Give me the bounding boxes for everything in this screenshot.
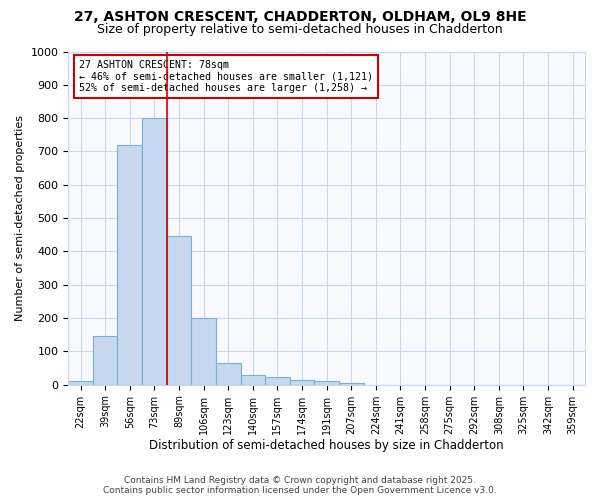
X-axis label: Distribution of semi-detached houses by size in Chadderton: Distribution of semi-detached houses by … [149, 440, 504, 452]
Bar [216, 363, 241, 384]
Bar [290, 380, 314, 384]
Text: 27, ASHTON CRESCENT, CHADDERTON, OLDHAM, OL9 8HE: 27, ASHTON CRESCENT, CHADDERTON, OLDHAM,… [74, 10, 526, 24]
Bar [93, 336, 118, 384]
Bar [314, 382, 339, 384]
Bar [118, 145, 142, 384]
Text: 27 ASHTON CRESCENT: 78sqm
← 46% of semi-detached houses are smaller (1,121)
52% : 27 ASHTON CRESCENT: 78sqm ← 46% of semi-… [79, 60, 373, 93]
Bar [191, 318, 216, 384]
Y-axis label: Number of semi-detached properties: Number of semi-detached properties [15, 115, 25, 321]
Bar [265, 378, 290, 384]
Text: Size of property relative to semi-detached houses in Chadderton: Size of property relative to semi-detach… [97, 22, 503, 36]
Bar [339, 383, 364, 384]
Bar [241, 376, 265, 384]
Bar [142, 118, 167, 384]
Text: Contains HM Land Registry data © Crown copyright and database right 2025.
Contai: Contains HM Land Registry data © Crown c… [103, 476, 497, 495]
Bar [167, 236, 191, 384]
Bar [68, 382, 93, 384]
